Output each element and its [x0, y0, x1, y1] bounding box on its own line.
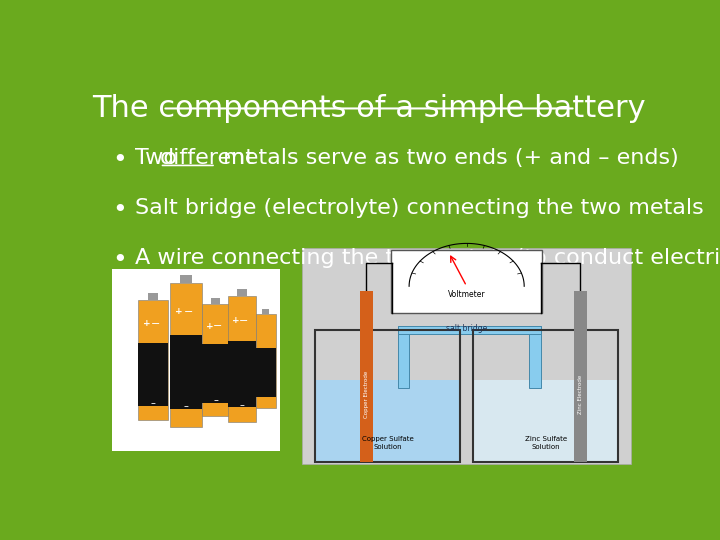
Text: −: −: [239, 316, 248, 326]
Text: metals serve as two ends (+ and – ends): metals serve as two ends (+ and – ends): [216, 148, 679, 168]
Bar: [256, 314, 276, 408]
Bar: [202, 304, 229, 416]
Bar: [112, 268, 280, 451]
Text: Copper Electrode: Copper Electrode: [364, 371, 369, 418]
Text: Zinc Sulfate
Solution: Zinc Sulfate Solution: [525, 436, 567, 450]
Text: +: +: [232, 316, 240, 326]
Bar: [228, 295, 256, 422]
Text: different: different: [160, 148, 255, 168]
Bar: [202, 345, 229, 403]
Bar: [574, 291, 587, 462]
Bar: [302, 248, 631, 464]
Bar: [397, 326, 541, 334]
Bar: [170, 335, 202, 409]
Text: A wire connecting the two metals (to conduct electricity): A wire connecting the two metals (to con…: [135, 248, 720, 268]
Text: •: •: [112, 248, 127, 272]
Text: •: •: [112, 198, 127, 222]
Bar: [262, 309, 269, 314]
Text: –: –: [213, 395, 218, 406]
Bar: [473, 330, 618, 462]
Bar: [315, 380, 460, 462]
Bar: [138, 300, 168, 420]
Text: −: −: [150, 319, 160, 329]
Bar: [360, 291, 373, 462]
Bar: [148, 293, 158, 300]
Text: +: +: [175, 307, 183, 316]
Bar: [529, 326, 541, 388]
Bar: [391, 250, 542, 313]
Bar: [237, 288, 247, 295]
Text: salt bridge: salt bridge: [446, 323, 487, 333]
Text: •: •: [112, 148, 127, 172]
Text: Voltmeter: Voltmeter: [448, 289, 485, 299]
Text: +: +: [143, 319, 150, 328]
Text: Salt bridge (electrolyte) connecting the two metals: Salt bridge (electrolyte) connecting the…: [135, 198, 703, 218]
Bar: [138, 343, 168, 406]
Text: –: –: [150, 399, 156, 408]
Bar: [228, 341, 256, 407]
Bar: [473, 380, 618, 462]
Text: −: −: [213, 321, 222, 332]
Bar: [170, 283, 202, 427]
Bar: [180, 275, 192, 283]
Bar: [315, 330, 460, 462]
Text: The components of a simple battery: The components of a simple battery: [92, 94, 646, 123]
Text: –: –: [239, 400, 244, 410]
Bar: [256, 348, 276, 396]
Text: −: −: [184, 307, 193, 317]
Text: Copper Sulfate
Solution: Copper Sulfate Solution: [361, 436, 413, 450]
Bar: [211, 298, 220, 304]
Bar: [397, 326, 409, 388]
Text: Zinc Electrode: Zinc Electrode: [577, 375, 582, 414]
Text: –: –: [184, 401, 189, 411]
Text: Two: Two: [135, 148, 184, 168]
Text: +: +: [206, 322, 213, 331]
